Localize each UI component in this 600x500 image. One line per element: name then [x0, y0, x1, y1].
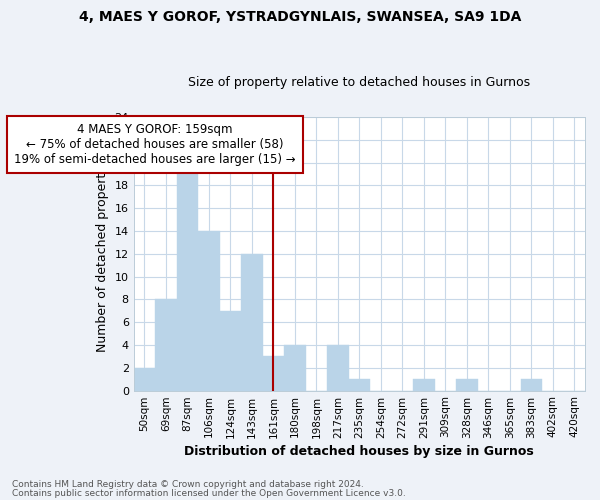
Bar [176, 162, 198, 390]
Bar [198, 231, 220, 390]
Title: Size of property relative to detached houses in Gurnos: Size of property relative to detached ho… [188, 76, 530, 90]
Y-axis label: Number of detached properties: Number of detached properties [96, 156, 109, 352]
Bar [327, 345, 349, 391]
Bar [220, 311, 241, 390]
Text: Contains HM Land Registry data © Crown copyright and database right 2024.: Contains HM Land Registry data © Crown c… [12, 480, 364, 489]
Bar [284, 345, 305, 391]
Text: 4, MAES Y GOROF, YSTRADGYNLAIS, SWANSEA, SA9 1DA: 4, MAES Y GOROF, YSTRADGYNLAIS, SWANSEA,… [79, 10, 521, 24]
Bar [521, 379, 542, 390]
Bar [155, 300, 176, 390]
Bar [413, 379, 434, 390]
Bar [456, 379, 478, 390]
Text: 4 MAES Y GOROF: 159sqm
← 75% of detached houses are smaller (58)
19% of semi-det: 4 MAES Y GOROF: 159sqm ← 75% of detached… [14, 123, 296, 166]
Bar [263, 356, 284, 390]
Text: Contains public sector information licensed under the Open Government Licence v3: Contains public sector information licen… [12, 488, 406, 498]
Bar [134, 368, 155, 390]
X-axis label: Distribution of detached houses by size in Gurnos: Distribution of detached houses by size … [184, 444, 534, 458]
Bar [241, 254, 263, 390]
Bar [349, 379, 370, 390]
